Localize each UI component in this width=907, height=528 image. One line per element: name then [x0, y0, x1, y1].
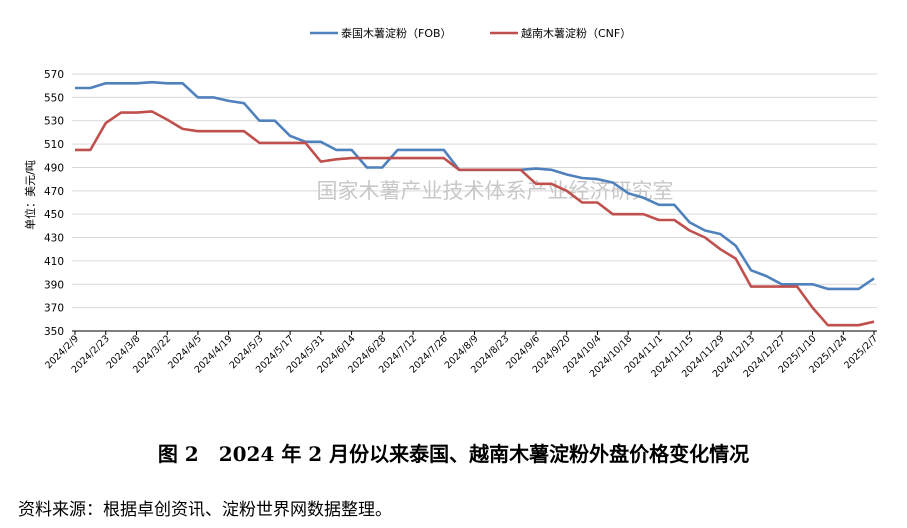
- y-axis-label: 单位：美元/吨: [23, 160, 37, 230]
- y-tick-label: 350: [44, 326, 64, 338]
- gridlines: [72, 73, 877, 309]
- line-chart: 350 370 390 410 430 450 470 490 510 530 550 570 202…: [23, 26, 880, 380]
- y-tick-label: 430: [44, 233, 64, 245]
- y-tick-label: 410: [44, 256, 64, 268]
- y-tick-label: 530: [44, 116, 64, 128]
- y-tick-label: 470: [44, 186, 64, 198]
- y-tick-labels: 350 370 390 410 430 450 470 490 510 530 550 570: [44, 69, 64, 338]
- legend: 泰国木薯淀粉（FOB） 越南木薯淀粉（CNF）: [310, 26, 631, 40]
- watermark-text: 国家木薯产业技术体系产业经济研究室: [317, 179, 674, 203]
- figure-caption: 图 2 2024 年 2 月份以来泰国、越南木薯淀粉外盘价格变化情况: [157, 442, 750, 466]
- y-tick-label: 510: [44, 139, 64, 151]
- legend-label-series2: 越南木薯淀粉（CNF）: [521, 26, 631, 40]
- axes: [72, 330, 877, 335]
- y-tick-label: 550: [44, 92, 64, 104]
- y-tick-label: 370: [44, 303, 64, 315]
- series-line-2: [75, 110, 875, 327]
- y-tick-label: 450: [44, 209, 64, 221]
- y-tick-label: 490: [44, 162, 64, 174]
- legend-label-series1: 泰国木薯淀粉（FOB）: [341, 26, 452, 40]
- x-tick-label: 2025/2/7: [842, 333, 880, 371]
- series-lines: [75, 80, 875, 327]
- y-tick-label: 570: [44, 69, 64, 81]
- x-tick-labels: 2024/2/92024/2/232024/3/82024/3/222024/4…: [43, 333, 880, 380]
- chart-svg: 350 370 390 410 430 450 470 490 510 530 550 570 202…: [23, 26, 880, 380]
- source-note: 资料来源：根据卓创资讯、淀粉世界网数据整理。: [18, 500, 392, 520]
- y-tick-label: 390: [44, 279, 64, 291]
